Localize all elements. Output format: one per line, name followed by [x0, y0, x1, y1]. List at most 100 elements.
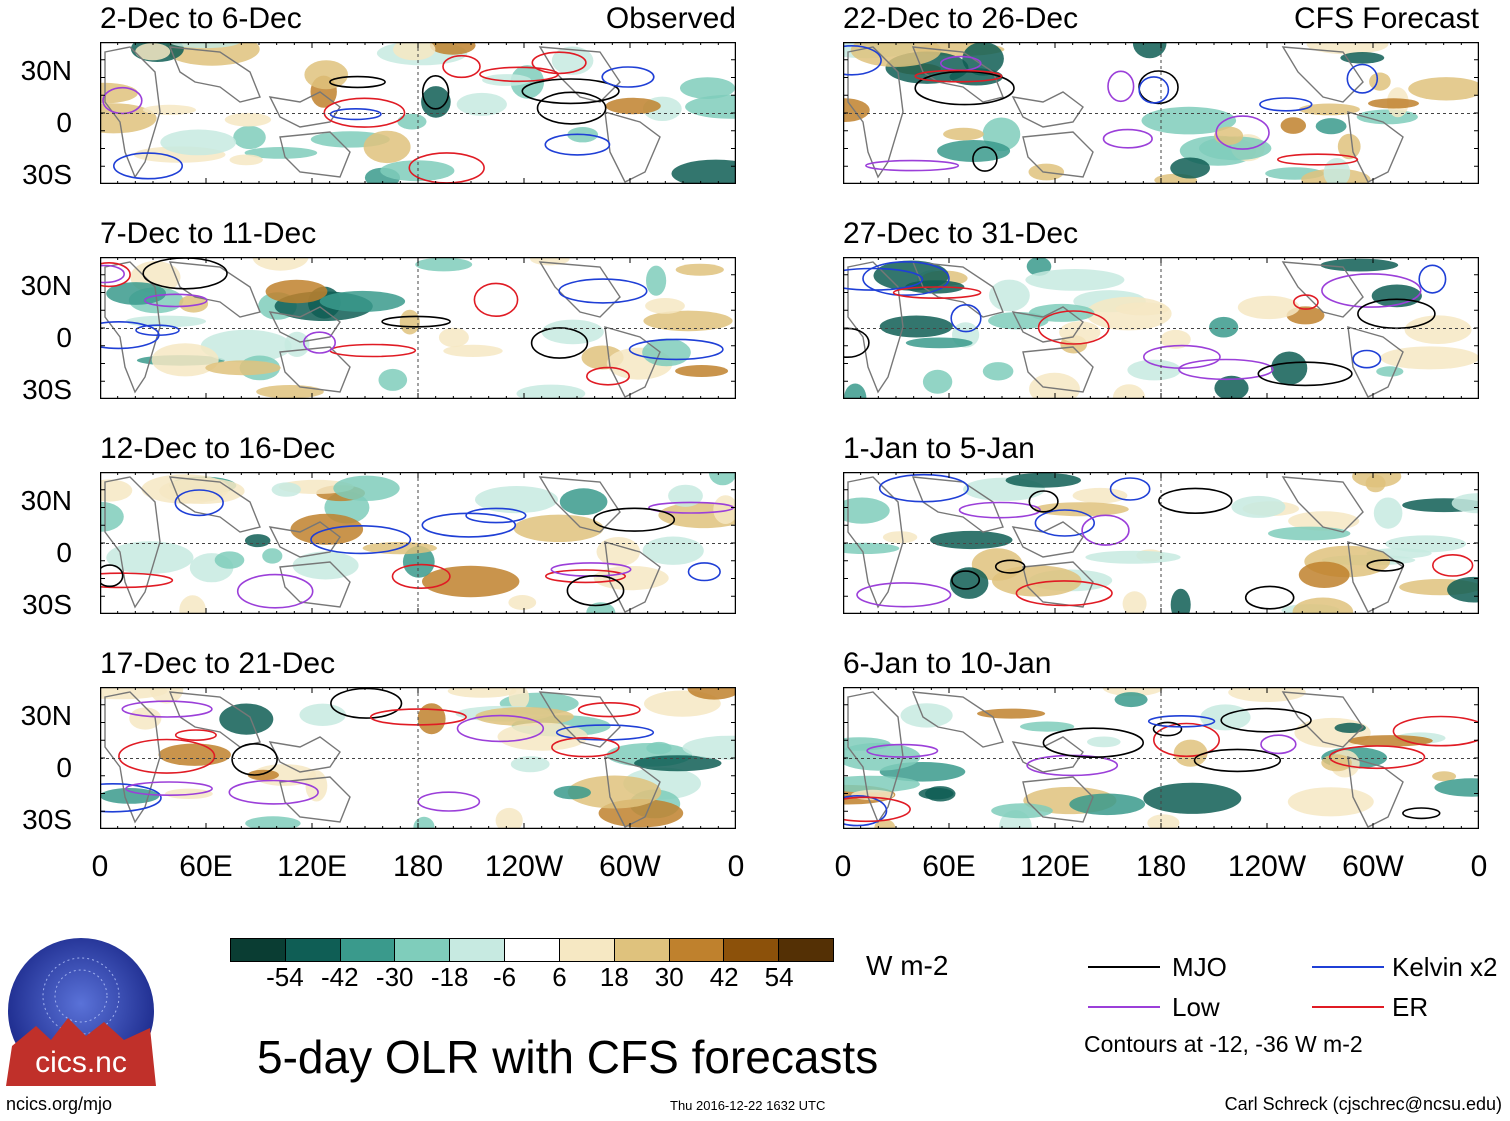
lat-label: 0	[56, 107, 72, 138]
lat-label: 30S	[22, 159, 72, 190]
colorbar-swatch	[614, 939, 670, 961]
olr-anomaly-shading	[844, 257, 1479, 399]
lat-label: 0	[56, 322, 72, 353]
panel-title: 6-Jan to 10-Jan	[843, 647, 1052, 680]
coastlines	[847, 691, 1404, 828]
panel-forecast-4: 6-Jan to 10-Jan	[843, 647, 1479, 859]
colorbar-swatch	[559, 939, 615, 961]
colorbar-tick-label: 6	[552, 962, 567, 992]
colorbar-tick-label: 42	[709, 962, 739, 992]
panel-title: 22-Dec to 26-Dec	[843, 2, 1079, 35]
lat-label: 0	[56, 537, 72, 568]
panel-title: 17-Dec to 21-Dec	[100, 647, 336, 680]
panel-observed-1: 2-Dec to 6-Dec Observed	[100, 2, 736, 214]
colorbar-tick-label: -6	[492, 962, 517, 992]
colorbar-tick-label: 18	[599, 962, 629, 992]
legend-line-kelvin	[1312, 966, 1384, 968]
contours-note: Contours at -12, -36 W m-2	[1084, 1031, 1363, 1057]
lon-label: 120E	[276, 850, 348, 883]
colorbar-swatch	[231, 939, 286, 961]
lat-label: 0	[56, 752, 72, 783]
panel-title: 7-Dec to 11-Dec	[100, 217, 317, 250]
axis-ticks	[843, 472, 1479, 614]
olr-map	[843, 472, 1479, 614]
panel-forecast-3: 1-Jan to 5-Jan	[843, 432, 1479, 644]
lon-label: 0	[1470, 850, 1488, 883]
olr-map	[843, 42, 1479, 184]
lon-label: 60E	[922, 850, 976, 883]
olr-map	[843, 257, 1479, 399]
panel-observed-4: 17-Dec to 21-Dec	[100, 647, 736, 859]
lon-label: 0	[727, 850, 745, 883]
lon-label: 120W	[484, 850, 564, 883]
panel-title: 12-Dec to 16-Dec	[100, 432, 336, 465]
colorbar-tick-label: -42	[321, 962, 359, 992]
longitude-labels-right: 0 60E 120E 180 120W 60W 0	[835, 850, 1488, 890]
colorbar-tick-label: 54	[764, 962, 794, 992]
panel-tag: CFS Forecast	[1293, 2, 1479, 35]
legend-line-mjo	[1088, 966, 1160, 968]
olr-map	[100, 472, 736, 614]
lon-label: 60W	[1342, 850, 1404, 883]
axis-ticks	[843, 42, 1479, 184]
wave-contours	[843, 45, 1379, 172]
lon-label: 120W	[1227, 850, 1307, 883]
colorbar	[230, 938, 834, 962]
olr-map	[100, 42, 736, 184]
legend-label-kelvin: Kelvin x2	[1392, 952, 1498, 982]
colorbar-swatch	[450, 939, 506, 961]
main-title: 5-day OLR with CFS forecasts	[257, 1031, 879, 1083]
coastlines	[847, 476, 1404, 613]
panel-observed-2: 7-Dec to 11-Dec	[100, 217, 736, 429]
footer-credit: Carl Schreck (cjschrec@ncsu.edu)	[1224, 1094, 1502, 1114]
panel-title: 1-Jan to 5-Jan	[843, 432, 1035, 465]
colorbar-tick-label: -30	[375, 962, 414, 992]
legend-line-er	[1312, 1006, 1384, 1008]
colorbar-swatch	[724, 939, 780, 961]
panel-tag: Observed	[605, 2, 736, 35]
logo-text: cics.nc	[35, 1046, 127, 1079]
coastlines	[104, 476, 661, 613]
olr-anomaly-shading	[100, 42, 736, 184]
colorbar-tick-label: -18	[430, 962, 469, 992]
lon-label: 60W	[599, 850, 661, 883]
longitude-labels-left: 0 60E 120E 180 120W 60W 0	[92, 850, 745, 890]
axis-ticks	[100, 42, 736, 184]
wave-contours	[856, 473, 1474, 610]
lon-label: 120E	[1019, 850, 1091, 883]
olr-anomaly-shading	[843, 472, 1479, 614]
lat-label: 30S	[22, 804, 72, 835]
lon-label: 0	[834, 850, 852, 883]
legend-label-low: Low	[1172, 992, 1220, 1022]
colorbar-swatch	[340, 939, 396, 961]
olr-map	[100, 687, 736, 829]
axis-ticks	[843, 257, 1479, 399]
coastlines	[847, 261, 1404, 398]
axis-ticks	[100, 257, 736, 399]
lat-label: 30S	[22, 374, 72, 405]
wave-contours	[100, 257, 724, 386]
panel-observed-3: 12-Dec to 16-Dec	[100, 432, 736, 644]
wave-contours	[843, 707, 1479, 827]
cics-logo: cics.nc	[6, 938, 156, 1086]
legend-label-mjo: MJO	[1172, 952, 1227, 982]
lat-label: 30N	[20, 485, 72, 516]
lon-label: 180	[1135, 850, 1187, 883]
panel-forecast-1: 22-Dec to 26-Dec CFS Forecast	[843, 2, 1479, 214]
colorbar-units: W m-2	[866, 950, 949, 981]
footer-url: ncics.org/mjo	[6, 1094, 113, 1114]
colorbar-swatch	[285, 939, 341, 961]
lat-label: 30N	[20, 55, 72, 86]
legend-label-er: ER	[1392, 992, 1429, 1022]
colorbar-swatch	[395, 939, 451, 961]
lon-label: 180	[392, 850, 444, 883]
panel-forecast-2: 27-Dec to 31-Dec	[843, 217, 1479, 429]
footer-timestamp: Thu 2016-12-22 1632 UTC	[670, 1098, 826, 1113]
lat-label: 30S	[22, 589, 72, 620]
colorbar-swatch	[669, 939, 725, 961]
colorbar-tick-label: -54	[266, 962, 304, 992]
olr-map	[843, 687, 1479, 829]
colorbar-swatch	[505, 939, 560, 961]
colorbar-swatch	[779, 939, 833, 961]
panel-title: 2-Dec to 6-Dec	[100, 2, 302, 35]
